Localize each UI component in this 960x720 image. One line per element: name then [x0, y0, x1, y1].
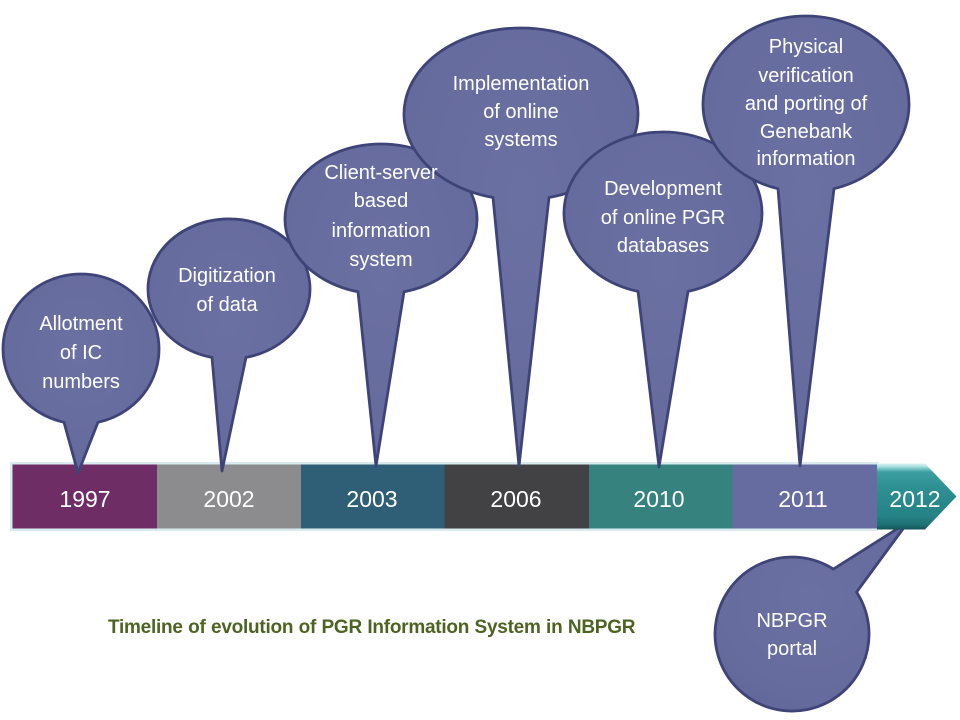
- svg-text:Genebank: Genebank: [760, 121, 853, 143]
- svg-text:based: based: [354, 190, 409, 212]
- svg-text:2002: 2002: [203, 486, 254, 512]
- svg-text:Allotment: Allotment: [39, 313, 123, 335]
- svg-text:Physical: Physical: [769, 36, 843, 58]
- svg-text:2010: 2010: [633, 486, 684, 512]
- svg-text:NBPGR: NBPGR: [756, 610, 827, 632]
- svg-text:Timeline of evolution of PGR I: Timeline of evolution of PGR Information…: [108, 617, 636, 638]
- svg-text:information: information: [757, 148, 856, 170]
- svg-text:2011: 2011: [778, 486, 827, 512]
- svg-text:2003: 2003: [346, 486, 397, 512]
- svg-text:and porting of: and porting of: [745, 93, 868, 115]
- svg-text:of online PGR: of online PGR: [601, 207, 726, 229]
- svg-text:numbers: numbers: [42, 371, 120, 393]
- svg-text:2012: 2012: [889, 486, 940, 512]
- svg-text:2006: 2006: [490, 486, 541, 512]
- svg-text:Digitization: Digitization: [178, 265, 276, 287]
- svg-text:Implementation: Implementation: [453, 73, 590, 95]
- svg-text:Development: Development: [604, 178, 722, 200]
- svg-text:1997: 1997: [59, 486, 110, 512]
- svg-text:Client-server: Client-server: [324, 162, 438, 184]
- svg-text:of IC: of IC: [60, 342, 102, 364]
- svg-text:portal: portal: [767, 638, 817, 660]
- svg-text:verification: verification: [758, 65, 854, 87]
- svg-text:of data: of data: [196, 294, 258, 316]
- svg-text:system: system: [349, 249, 412, 271]
- svg-text:systems: systems: [484, 129, 557, 151]
- svg-text:databases: databases: [617, 235, 709, 257]
- svg-text:information: information: [332, 220, 431, 242]
- svg-text:of online: of online: [483, 101, 559, 123]
